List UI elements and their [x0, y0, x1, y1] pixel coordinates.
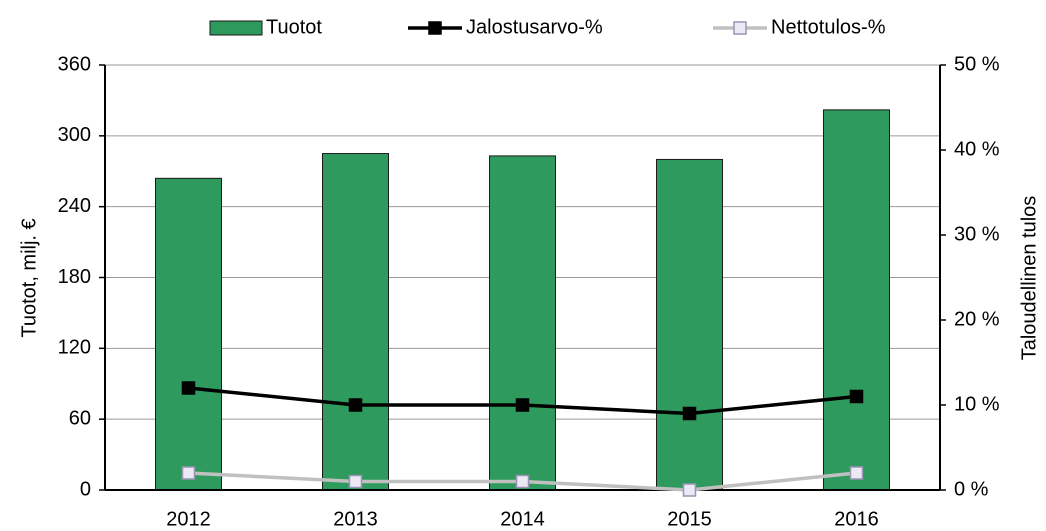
y-tick-label: 300 [58, 124, 91, 146]
bar [155, 177, 222, 491]
marker [849, 466, 864, 480]
y-tick-label: 180 [58, 266, 91, 288]
bar [823, 109, 890, 491]
x-tick-label: 2012 [166, 508, 211, 530]
y-axis-label: Tuotot, milj. € [18, 218, 40, 337]
legend-swatch [209, 20, 263, 36]
marker [181, 381, 196, 395]
y2-tick-label: 40 % [954, 138, 1000, 160]
bar [489, 155, 556, 491]
y-tick-label: 120 [58, 337, 91, 359]
y2-axis-label: Taloudellinen tulos [1018, 196, 1040, 361]
bar [322, 153, 389, 491]
y-tick-label: 240 [58, 195, 91, 217]
marker [515, 398, 530, 412]
marker [348, 398, 363, 412]
marker [348, 474, 363, 489]
legend-marker [733, 21, 747, 35]
y2-tick-label: 10 % [954, 393, 1000, 415]
x-tick-label: 2013 [333, 508, 378, 530]
marker [849, 389, 864, 404]
legend-marker [428, 21, 442, 35]
y2-tick-label: 30 % [954, 223, 1000, 245]
marker [682, 406, 697, 421]
x-tick-label: 2016 [834, 508, 879, 530]
marker [682, 483, 697, 497]
y-tick-label: 360 [58, 53, 91, 75]
marker [181, 466, 196, 480]
y-tick-label: 60 [69, 407, 91, 429]
bar [656, 158, 723, 491]
marker [515, 474, 530, 489]
x-tick-label: 2015 [667, 508, 712, 530]
legend-label: Jalostusarvo-% [466, 16, 603, 38]
x-tick-label: 2014 [500, 508, 545, 530]
y2-tick-label: 50 % [954, 53, 1000, 75]
y-tick-label: 0 [80, 478, 91, 500]
legend-label: Nettotulos-% [771, 16, 886, 38]
y2-tick-label: 20 % [954, 308, 1000, 330]
y2-tick-label: 0 % [954, 478, 989, 500]
legend-label: Tuotot [266, 16, 322, 38]
